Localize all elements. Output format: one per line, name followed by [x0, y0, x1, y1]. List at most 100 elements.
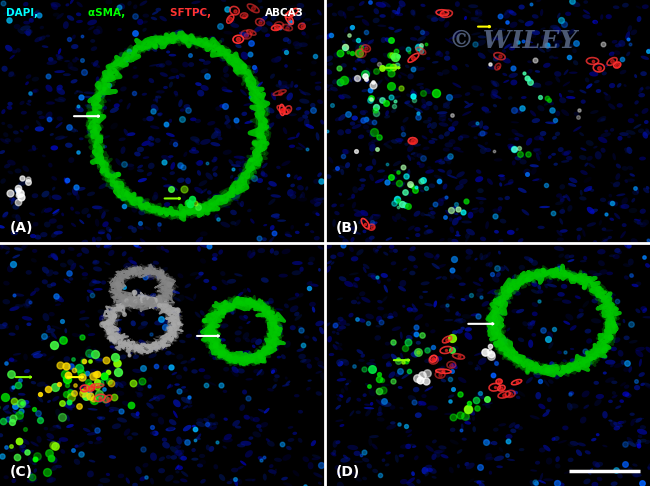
Ellipse shape	[240, 160, 248, 168]
Ellipse shape	[157, 113, 161, 117]
Ellipse shape	[562, 359, 567, 362]
Point	[118, 160, 129, 168]
Ellipse shape	[229, 159, 233, 165]
Ellipse shape	[642, 108, 649, 114]
Ellipse shape	[531, 260, 538, 266]
Point	[555, 16, 566, 24]
Point	[502, 18, 513, 26]
Ellipse shape	[428, 117, 432, 122]
Ellipse shape	[570, 0, 573, 4]
Ellipse shape	[555, 76, 560, 83]
Ellipse shape	[369, 133, 374, 138]
Ellipse shape	[373, 247, 378, 254]
Ellipse shape	[369, 389, 375, 396]
Ellipse shape	[536, 153, 540, 161]
Ellipse shape	[306, 387, 311, 391]
Ellipse shape	[356, 411, 361, 414]
Ellipse shape	[640, 87, 644, 90]
Ellipse shape	[254, 26, 263, 33]
Point	[491, 341, 501, 349]
Ellipse shape	[647, 464, 650, 470]
Ellipse shape	[365, 71, 370, 74]
Point	[62, 375, 72, 383]
Ellipse shape	[578, 309, 584, 312]
Point	[255, 18, 265, 26]
Ellipse shape	[455, 234, 461, 237]
Ellipse shape	[242, 288, 247, 293]
Ellipse shape	[114, 237, 122, 240]
Ellipse shape	[287, 84, 292, 88]
Ellipse shape	[178, 99, 183, 107]
Point	[335, 78, 345, 86]
Ellipse shape	[586, 84, 592, 89]
Ellipse shape	[516, 396, 521, 399]
Ellipse shape	[506, 348, 510, 351]
Ellipse shape	[591, 318, 601, 323]
Ellipse shape	[451, 363, 458, 369]
Ellipse shape	[310, 199, 319, 205]
Ellipse shape	[209, 348, 213, 353]
Ellipse shape	[63, 402, 72, 407]
Point	[578, 283, 589, 291]
Ellipse shape	[200, 139, 211, 145]
Point	[187, 195, 197, 203]
Ellipse shape	[99, 478, 110, 483]
Ellipse shape	[149, 397, 157, 401]
Ellipse shape	[28, 29, 32, 34]
Ellipse shape	[408, 256, 416, 261]
Ellipse shape	[627, 147, 632, 154]
Ellipse shape	[499, 266, 505, 271]
Ellipse shape	[457, 216, 462, 220]
Ellipse shape	[557, 13, 560, 18]
Ellipse shape	[162, 177, 167, 180]
Ellipse shape	[335, 117, 341, 122]
Ellipse shape	[608, 104, 616, 110]
Point	[130, 12, 140, 20]
Ellipse shape	[480, 254, 488, 260]
Ellipse shape	[158, 112, 162, 116]
Ellipse shape	[177, 466, 183, 470]
Point	[366, 95, 376, 103]
Ellipse shape	[153, 33, 156, 36]
Ellipse shape	[616, 164, 621, 169]
Ellipse shape	[210, 414, 215, 419]
Point	[421, 184, 431, 191]
Point	[477, 129, 488, 137]
Ellipse shape	[444, 131, 450, 137]
Ellipse shape	[47, 400, 51, 403]
Ellipse shape	[51, 282, 57, 286]
Ellipse shape	[221, 323, 229, 328]
Ellipse shape	[287, 92, 293, 101]
Ellipse shape	[354, 211, 365, 217]
Point	[124, 351, 135, 359]
Ellipse shape	[10, 231, 18, 235]
Ellipse shape	[411, 152, 415, 155]
Ellipse shape	[345, 323, 350, 326]
Point	[179, 33, 190, 40]
Ellipse shape	[311, 60, 317, 65]
Ellipse shape	[90, 369, 99, 375]
Point	[623, 35, 633, 43]
Ellipse shape	[64, 356, 70, 362]
Ellipse shape	[79, 138, 84, 140]
Ellipse shape	[34, 36, 42, 42]
Point	[6, 418, 17, 426]
Ellipse shape	[140, 295, 146, 299]
Ellipse shape	[21, 111, 27, 115]
Ellipse shape	[326, 244, 332, 249]
Ellipse shape	[58, 48, 61, 54]
Point	[486, 270, 497, 278]
Ellipse shape	[402, 117, 409, 122]
Ellipse shape	[515, 228, 519, 231]
Ellipse shape	[472, 208, 478, 210]
Ellipse shape	[57, 88, 65, 95]
Ellipse shape	[67, 260, 74, 266]
Point	[34, 416, 45, 424]
Ellipse shape	[389, 371, 395, 378]
Ellipse shape	[530, 268, 536, 273]
Ellipse shape	[55, 409, 61, 417]
Ellipse shape	[98, 229, 105, 234]
Ellipse shape	[23, 303, 29, 309]
Ellipse shape	[327, 260, 332, 264]
Ellipse shape	[214, 127, 221, 134]
